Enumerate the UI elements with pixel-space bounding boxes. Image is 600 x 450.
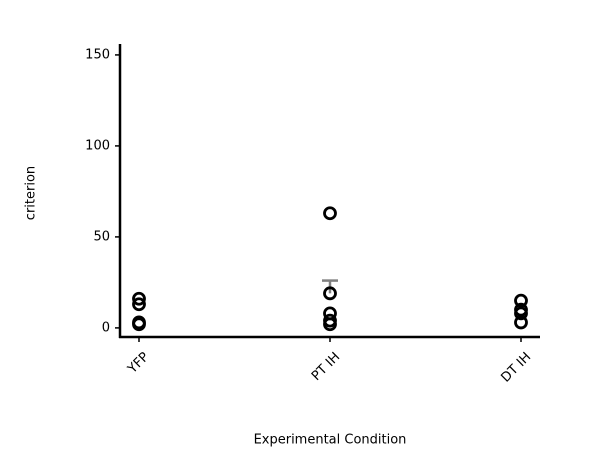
data-point [132, 297, 146, 312]
y-tick-label: 50 [93, 229, 110, 244]
data-point [323, 206, 337, 221]
y-tick-label: 100 [85, 138, 110, 153]
data-point [132, 317, 146, 332]
data-point [514, 293, 528, 308]
data-point [514, 306, 528, 321]
x-tick-label: PT IH [309, 350, 343, 384]
y-tick-label: 0 [102, 320, 110, 335]
x-axis-label: Experimental Condition [254, 433, 407, 448]
data-point [514, 315, 528, 330]
x-tick-label: DT IH [498, 350, 534, 386]
x-tick-label: YFP [125, 350, 153, 378]
y-tick-label: 150 [85, 47, 110, 62]
data-point [132, 291, 146, 306]
data-point [323, 286, 337, 301]
data-point [323, 317, 337, 332]
y-axis-label: criterion [24, 166, 39, 220]
